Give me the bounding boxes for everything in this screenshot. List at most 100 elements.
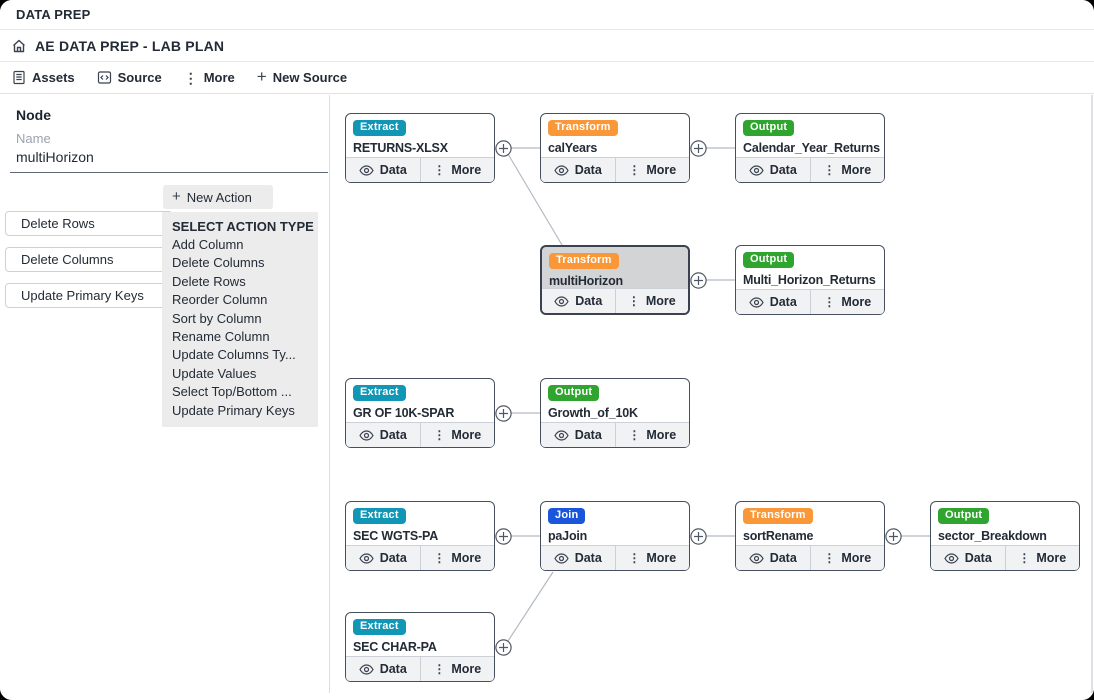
menu-item-delete-columns[interactable]: Delete Columns — [172, 255, 265, 271]
node-data-button[interactable]: Data — [346, 546, 420, 570]
menu-item-update-values[interactable]: Update Values — [172, 365, 257, 381]
node-type-badge: Transform — [548, 120, 618, 136]
more-button[interactable]: ⋮ More — [184, 70, 235, 85]
connector-plus-icon[interactable] — [495, 528, 512, 545]
node-actions: Data ⋮ More — [736, 289, 884, 314]
more-label: More — [645, 294, 676, 308]
flow-canvas[interactable]: Extract RETURNS-XLSX Data ⋮ More Transfor… — [330, 95, 1094, 693]
app-title-bar: DATA PREP — [0, 0, 1094, 30]
node-data-button[interactable]: Data — [541, 158, 615, 182]
connector-plus-icon[interactable] — [690, 528, 707, 545]
plus-icon: + — [256, 67, 267, 86]
connector-plus-icon[interactable] — [885, 528, 902, 545]
node-more-button[interactable]: ⋮ More — [419, 158, 495, 182]
node-actions: Data ⋮ More — [736, 157, 884, 182]
node-type-badge: Output — [743, 252, 795, 268]
kebab-icon: ⋮ — [1018, 551, 1031, 565]
menu-item-reorder-column[interactable]: Reorder Column — [172, 292, 268, 308]
node-card-calyears[interactable]: Transform calYears Data ⋮ More — [540, 113, 690, 183]
eye-icon — [749, 552, 764, 564]
home-icon[interactable] — [11, 38, 27, 54]
menu-item-update-columns-type[interactable]: Update Columns Ty... — [172, 347, 296, 363]
eye-icon — [554, 552, 569, 564]
eye-icon — [359, 429, 374, 441]
node-data-button[interactable]: Data — [346, 657, 420, 681]
menu-item-select-top-bottom[interactable]: Select Top/Bottom ... — [172, 384, 292, 400]
connector-plus-icon[interactable] — [495, 140, 512, 157]
node-more-button[interactable]: ⋮ More — [419, 657, 495, 681]
connector-plus-icon[interactable] — [495, 405, 512, 422]
node-card-sec-wgts-pa[interactable]: Extract SEC WGTS-PA Data ⋮ More — [345, 501, 495, 571]
node-name: paJoin — [548, 529, 588, 543]
node-card-multihorizon[interactable]: Transform multiHorizon Data ⋮ More — [540, 245, 690, 315]
menu-item-delete-rows[interactable]: Delete Rows — [172, 273, 246, 289]
action-delete-columns-button[interactable]: Delete Columns — [5, 247, 173, 272]
node-type-badge: Output — [548, 385, 600, 401]
node-name-input[interactable]: multiHorizon — [10, 147, 328, 173]
eye-icon — [554, 295, 569, 307]
node-more-button[interactable]: ⋮ More — [614, 546, 690, 570]
menu-item-sort-by-column[interactable]: Sort by Column — [172, 310, 262, 326]
node-actions: Data ⋮ More — [346, 422, 494, 447]
node-card-calendar-year-returns[interactable]: Output Calendar_Year_Returns Data ⋮ More — [735, 113, 885, 183]
eye-icon — [359, 663, 374, 675]
kebab-icon: ⋮ — [823, 163, 836, 177]
node-data-button[interactable]: Data — [346, 158, 420, 182]
node-more-button[interactable]: ⋮ More — [419, 423, 495, 447]
node-card-gr-of-10k-spar[interactable]: Extract GR OF 10K-SPAR Data ⋮ More — [345, 378, 495, 448]
connector-plus-icon[interactable] — [495, 639, 512, 656]
action-update-primary-keys-button[interactable]: Update Primary Keys — [5, 283, 173, 308]
node-more-button[interactable]: ⋮ More — [809, 290, 885, 314]
node-card-sector-breakdown[interactable]: Output sector_Breakdown Data ⋮ More — [930, 501, 1080, 571]
node-card-sec-char-pa[interactable]: Extract SEC CHAR-PA Data ⋮ More — [345, 612, 495, 682]
source-label: Source — [117, 70, 162, 85]
data-label: Data — [964, 551, 992, 565]
menu-item-update-primary-keys[interactable]: Update Primary Keys — [172, 402, 295, 418]
node-card-multi-horizon-returns[interactable]: Output Multi_Horizon_Returns Data ⋮ More — [735, 245, 885, 315]
node-more-button[interactable]: ⋮ More — [1004, 546, 1080, 570]
node-data-button[interactable]: Data — [736, 158, 810, 182]
menu-item-add-column[interactable]: Add Column — [172, 237, 244, 252]
source-code-icon — [97, 70, 112, 85]
node-card-pajoin[interactable]: Join paJoin Data ⋮ More — [540, 501, 690, 571]
node-more-button[interactable]: ⋮ More — [614, 158, 690, 182]
node-card-growth-of-10k[interactable]: Output Growth_of_10K Data ⋮ More — [540, 378, 690, 448]
node-more-button[interactable]: ⋮ More — [809, 158, 885, 182]
plus-icon: + — [172, 187, 181, 205]
node-more-button[interactable]: ⋮ More — [809, 546, 885, 570]
canvas-scrollbar-track[interactable] — [1091, 95, 1093, 693]
new-action-button[interactable]: + New Action — [163, 185, 273, 209]
node-inspector-panel: Node Name multiHorizon + New Action Dele… — [0, 95, 330, 693]
node-name: RETURNS-XLSX — [353, 141, 448, 155]
connector-plus-icon[interactable] — [690, 272, 707, 289]
node-data-button[interactable]: Data — [736, 546, 810, 570]
source-button[interactable]: Source — [97, 70, 162, 85]
node-card-returns-xlsx[interactable]: Extract RETURNS-XLSX Data ⋮ More — [345, 113, 495, 183]
node-more-button[interactable]: ⋮ More — [614, 289, 689, 313]
more-label: More — [1036, 551, 1067, 565]
node-data-button[interactable]: Data — [931, 546, 1005, 570]
assets-document-icon — [12, 70, 26, 85]
more-label: More — [451, 428, 482, 442]
new-source-button[interactable]: + New Source — [256, 67, 347, 86]
node-data-button[interactable]: Data — [542, 289, 615, 313]
node-data-button[interactable]: Data — [541, 546, 615, 570]
more-label: More — [646, 163, 677, 177]
eye-icon — [359, 552, 374, 564]
action-delete-rows-button[interactable]: Delete Rows — [5, 211, 173, 236]
node-actions: Data ⋮ More — [736, 545, 884, 570]
connector-plus-icon[interactable] — [690, 140, 707, 157]
node-actions: Data ⋮ More — [541, 157, 689, 182]
action-type-menu-header: SELECT ACTION TYPE — [172, 219, 314, 234]
node-more-button[interactable]: ⋮ More — [614, 423, 690, 447]
node-data-button[interactable]: Data — [736, 290, 810, 314]
menu-item-rename-column[interactable]: Rename Column — [172, 329, 270, 345]
node-card-sortrename[interactable]: Transform sortRename Data ⋮ More — [735, 501, 885, 571]
data-label: Data — [769, 551, 797, 565]
node-data-button[interactable]: Data — [541, 423, 615, 447]
more-label: More — [841, 295, 872, 309]
node-data-button[interactable]: Data — [346, 423, 420, 447]
assets-button[interactable]: Assets — [12, 70, 75, 85]
node-more-button[interactable]: ⋮ More — [419, 546, 495, 570]
node-name: multiHorizon — [549, 274, 623, 288]
